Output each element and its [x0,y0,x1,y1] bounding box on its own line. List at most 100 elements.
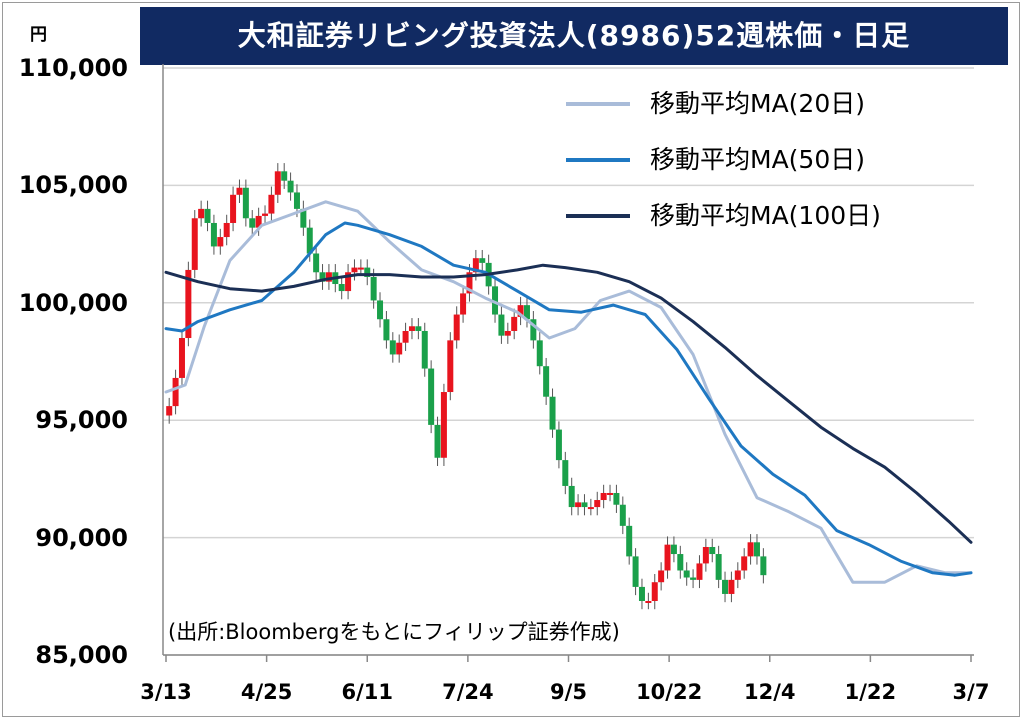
candle-body [274,171,281,195]
x-tick-label: 1/22 [844,680,897,704]
candle-body [210,222,217,247]
candle-body [492,286,499,315]
x-tick-label: 6/11 [341,680,394,704]
candle-body [408,326,415,331]
candle-body [389,340,396,355]
candle-body [293,192,300,209]
candle-body [702,546,709,564]
candle-body [357,267,364,270]
candle-body [364,267,371,277]
legend-item-ma50: 移動平均MA(50日) [558,136,938,192]
candle-body [747,542,754,557]
candle-body [722,579,729,594]
candle-body [664,544,671,571]
y-tick-label: 95,000 [35,406,128,435]
candle-body [428,368,435,425]
candle-body [191,218,198,270]
x-tick-label: 3/7 [952,680,990,704]
candle-body [760,556,767,576]
y-tick-label: 90,000 [35,523,128,552]
candle-body [632,556,639,587]
ma50-line [164,221,973,577]
candle-body [185,269,192,339]
candle-body [498,314,505,336]
candle-body [396,342,403,355]
candle-body [536,340,543,367]
candle-body [696,563,703,580]
candle-body [734,570,741,580]
chart-title: 大和証券リビング投資法人(8986)52週株価・日足 [140,7,1008,65]
candle-body [172,377,179,407]
x-tick-label: 12/4 [743,680,796,704]
ma100-line [164,263,973,544]
candle-body [345,272,352,292]
candle-body [594,500,601,508]
candle-body [402,330,409,343]
candle-body [262,213,269,216]
x-tick-label: 7/24 [442,680,494,704]
candle-body [690,577,697,580]
candle-body [249,218,256,228]
candle-body [555,429,562,461]
candle-body [166,406,173,416]
legend-swatch-ma50 [566,158,630,162]
candle-body [728,579,735,594]
candle-body [677,554,684,571]
candle-body [377,300,384,320]
x-tick-label: 4/25 [240,680,293,704]
candle-body [223,222,230,238]
candle-body [575,502,582,508]
candle-body [517,305,524,317]
candle-body [325,272,332,282]
candle-body [543,366,550,397]
candle-body [683,570,690,578]
candle-body [300,208,307,228]
candle-body [619,504,626,526]
candle-body [434,424,441,458]
candle-body [562,460,569,486]
candle-body [370,276,377,301]
candle-body [178,338,185,378]
legend-label-ma20: 移動平均MA(20日) [650,89,865,118]
candle-body [421,330,428,369]
legend-label-ma100: 移動平均MA(100日) [650,201,881,230]
candle-body [658,570,665,583]
candle-body [638,586,645,601]
candle-body [651,582,658,601]
y-tick-label: 100,000 [18,288,128,317]
candle-body [268,194,275,214]
x-tick-label: 3/13 [140,680,192,704]
candle-body [460,293,467,315]
candle-body [242,187,249,219]
candle-body [198,208,205,219]
candle-body [319,272,326,282]
legend-swatch-ma20 [566,102,630,106]
y-tick-label: 105,000 [18,171,128,200]
x-tick-label: 9/5 [550,680,587,704]
candle-body [236,187,243,195]
candle-body [709,546,716,555]
candle-body [511,316,518,331]
legend-swatch-ma100 [566,214,630,218]
ma20-line [164,200,973,584]
candle-body [670,544,677,555]
candle-body [204,208,211,223]
candle-body [440,392,447,458]
y-tick-label: 110,000 [18,54,128,82]
candle-body [230,194,237,223]
candle-body [549,396,556,430]
candle-body [645,600,652,603]
candle-body [453,314,460,341]
y-tick-label: 85,000 [35,641,128,669]
candle-body [287,180,294,193]
legend-item-ma20: 移動平均MA(20日) [558,80,938,136]
y-axis-unit-label: 円 [30,25,47,45]
candle-body [415,326,422,331]
candle-body [530,319,537,341]
candle-body [472,258,479,273]
candle-body [607,492,614,495]
candle-body [447,340,454,393]
candle-body [383,319,390,341]
